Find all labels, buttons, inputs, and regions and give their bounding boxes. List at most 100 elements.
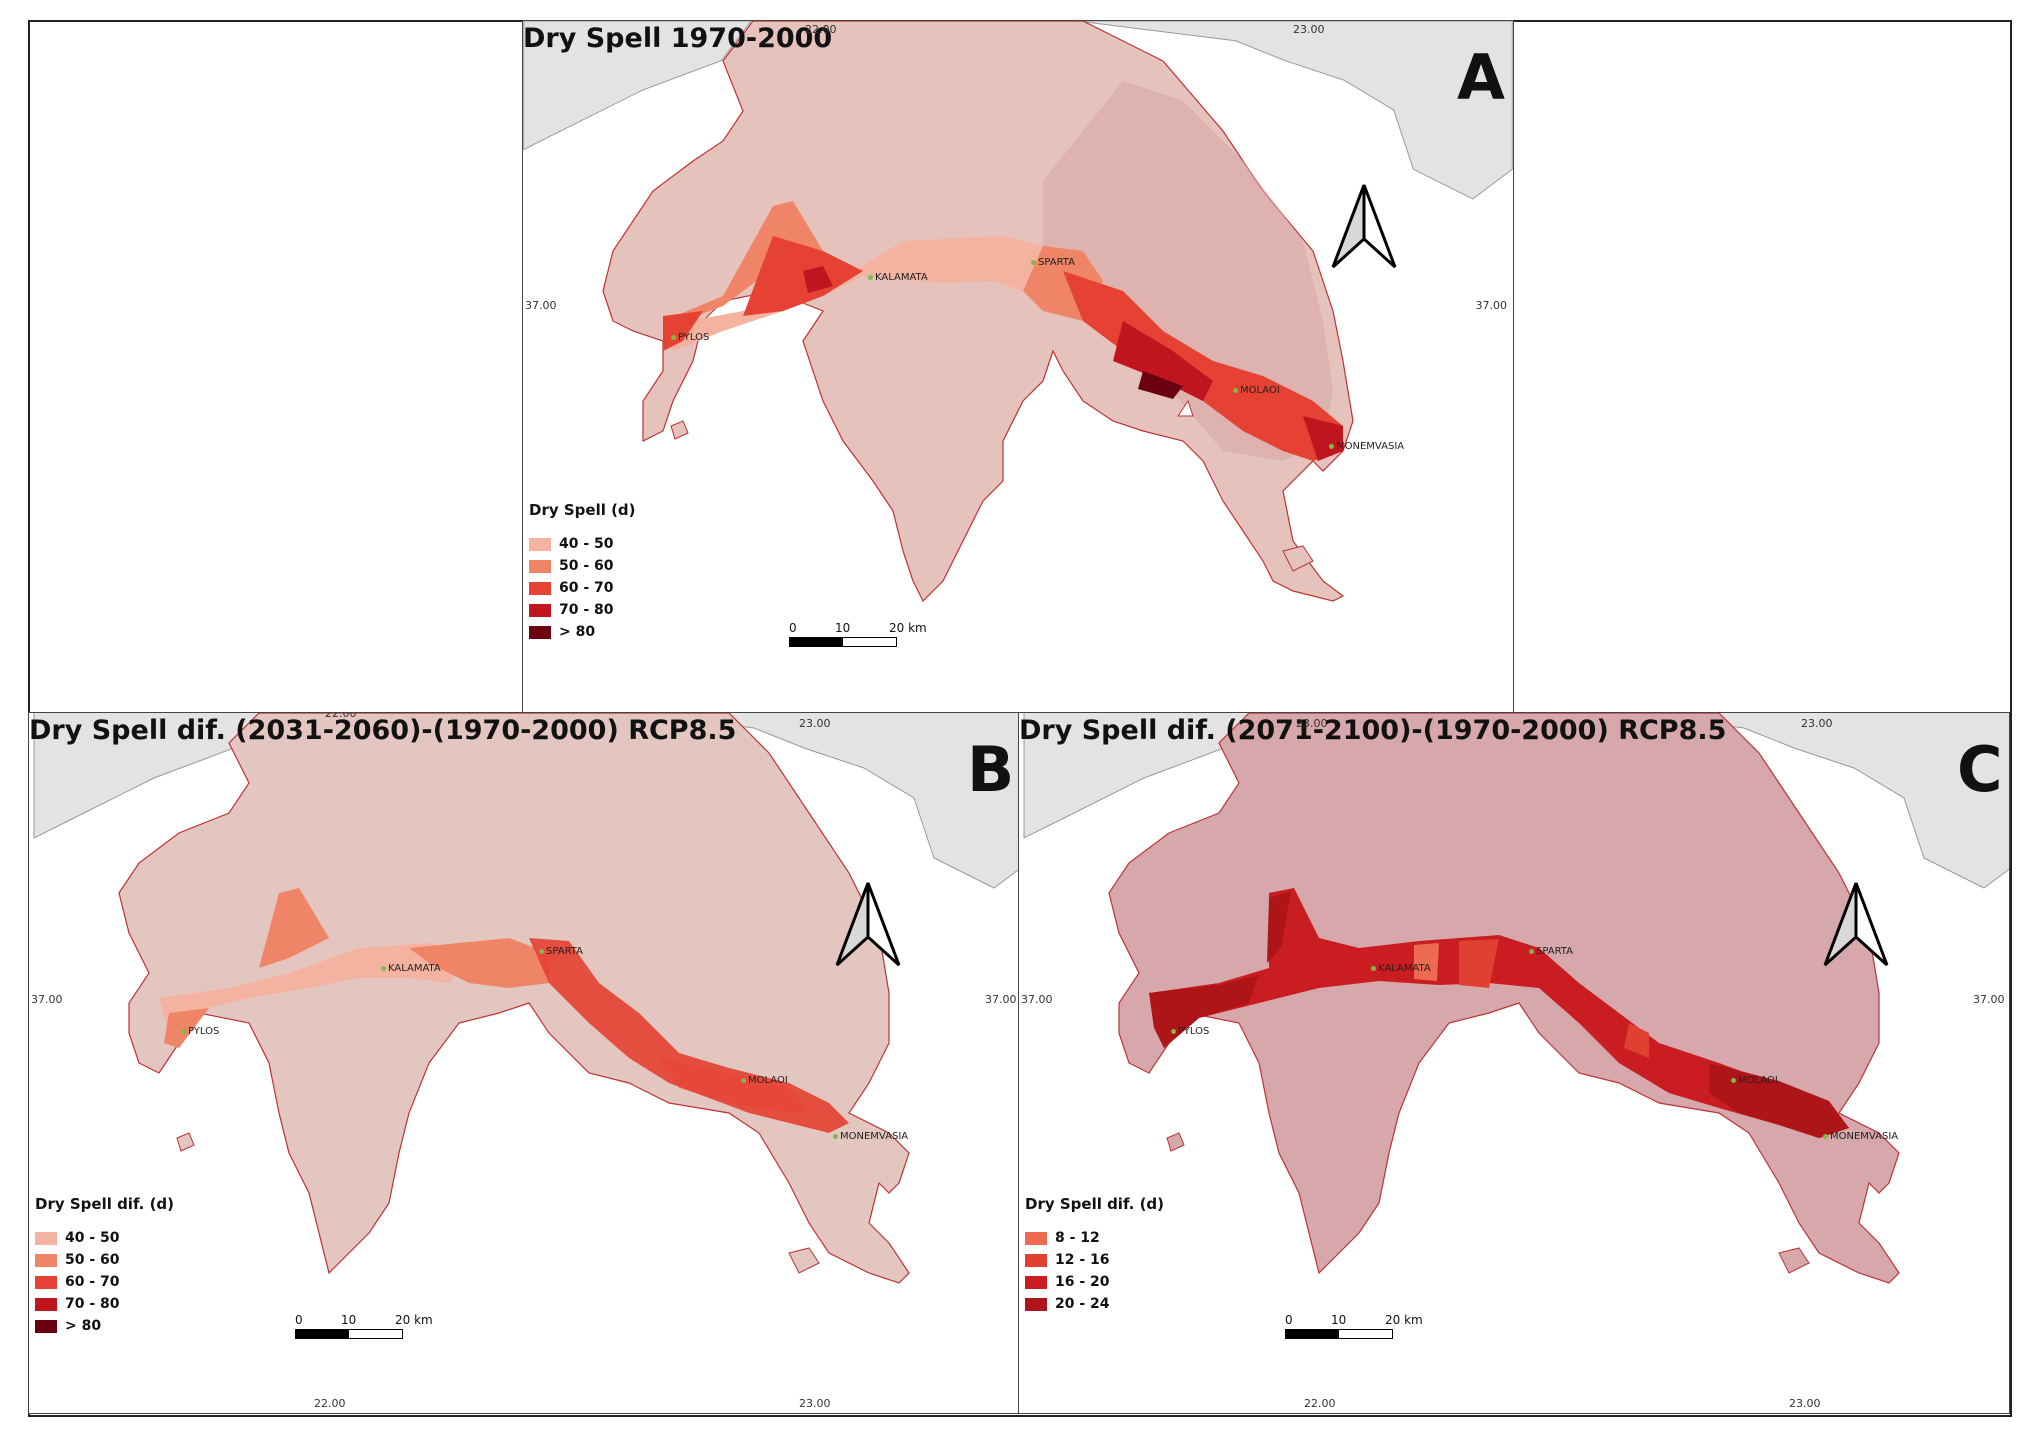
legend-c-item: 8 - 12 [1025, 1227, 1164, 1249]
legend-label: 50 - 60 [65, 1252, 120, 1268]
scale-a-10: 10 [835, 621, 851, 635]
city-molaoi-a: MOLAOI [1233, 385, 1280, 396]
scale-c-10: 10 [1331, 1313, 1347, 1327]
legend-label: 60 - 70 [65, 1274, 120, 1290]
legend-a-item: > 80 [529, 621, 636, 643]
legend-label: > 80 [559, 624, 596, 640]
legend-label: 70 - 80 [559, 602, 614, 618]
coord-b-top-right: 23.00 [799, 717, 831, 730]
legend-label: 8 - 12 [1055, 1230, 1100, 1246]
coord-b-left: 37.00 [31, 993, 63, 1006]
city-pylos-a: PYLOS [671, 332, 709, 343]
scale-b-0: 0 [295, 1313, 303, 1327]
panel-b-title: Dry Spell dif. (2031-2060)-(1970-2000) R… [29, 715, 737, 746]
north-arrow-icon [1331, 184, 1397, 269]
legend-swatch [1025, 1297, 1047, 1311]
legend-b: Dry Spell dif. (d) 40 - 50 50 - 60 60 - 70… [35, 1195, 174, 1337]
land-c [1108, 713, 1900, 1284]
legend-b-item: > 80 [35, 1315, 174, 1337]
city-sparta-c: SPARTA [1529, 946, 1573, 957]
legend-a-item: 50 - 60 [529, 555, 636, 577]
legend-label: 16 - 20 [1055, 1274, 1110, 1290]
coord-b-bottom-left: 22.00 [314, 1397, 346, 1410]
city-sparta-b: SPARTA [539, 946, 583, 957]
city-molaoi-b: MOLAOI [741, 1075, 788, 1086]
city-kalamata-c: KALAMATA [1371, 963, 1431, 974]
scale-bar-a: 0 10 20 km [789, 621, 929, 647]
panel-a-letter: A [1457, 41, 1505, 114]
coord-a-right: 37.00 [1475, 299, 1508, 312]
legend-swatch [35, 1253, 57, 1267]
legend-c-item: 20 - 24 [1025, 1293, 1164, 1315]
city-kalamata-b: KALAMATA [381, 963, 441, 974]
legend-label: 12 - 16 [1055, 1252, 1110, 1268]
legend-swatch [529, 559, 551, 573]
legend-c-item: 16 - 20 [1025, 1271, 1164, 1293]
legend-label: 40 - 50 [65, 1230, 120, 1246]
coord-c-bottom-left: 22.00 [1304, 1397, 1336, 1410]
legend-label: 20 - 24 [1055, 1296, 1110, 1312]
city-monemvasia-a: MONEMVASIA [1329, 441, 1404, 452]
north-arrow-icon [835, 882, 901, 967]
city-pylos-b: PYLOS [181, 1026, 219, 1037]
coord-c-top-left: 23.00 [1296, 717, 1328, 730]
legend-label: 40 - 50 [559, 536, 614, 552]
legend-swatch [529, 581, 551, 595]
scale-bar-c: 0 10 20 km [1285, 1313, 1425, 1339]
legend-a: Dry Spell (d) 40 - 50 50 - 60 60 - 70 70 - … [529, 501, 636, 643]
panel-b-letter: B [967, 733, 1015, 806]
legend-label: 60 - 70 [559, 580, 614, 596]
legend-swatch [35, 1297, 57, 1311]
city-monemvasia-c: MONEMVASIA [1823, 1131, 1898, 1142]
coord-c-top-right: 23.00 [1801, 717, 1833, 730]
legend-b-item: 50 - 60 [35, 1249, 174, 1271]
legend-label: > 80 [65, 1318, 102, 1334]
coord-c-bottom-right: 23.00 [1789, 1397, 1821, 1410]
scale-a-20: 20 km [889, 621, 927, 635]
legend-swatch [529, 603, 551, 617]
legend-c-title: Dry Spell dif. (d) [1025, 1195, 1165, 1213]
coord-a-left: 37.00 [525, 299, 557, 312]
legend-swatch [35, 1275, 57, 1289]
coord-a-top-left: 22.00 [805, 23, 837, 36]
legend-label: 70 - 80 [65, 1296, 120, 1312]
legend-c: Dry Spell dif. (d) 8 - 12 12 - 16 16 - 20 2… [1025, 1195, 1164, 1315]
legend-swatch [1025, 1275, 1047, 1289]
legend-a-item: 70 - 80 [529, 599, 636, 621]
coord-c-left: 37.00 [1021, 993, 1053, 1006]
scale-c-20: 20 km [1385, 1313, 1423, 1327]
map-a [523, 21, 1513, 713]
land-b [118, 713, 910, 1284]
city-sparta-a: SPARTA [1031, 257, 1075, 268]
north-arrow-icon [1823, 882, 1889, 967]
coord-a-top-right: 23.00 [1293, 23, 1325, 36]
legend-swatch [35, 1319, 57, 1333]
city-monemvasia-b: MONEMVASIA [833, 1131, 908, 1142]
legend-swatch [529, 537, 551, 551]
coord-b-top-left: 22.00 [325, 712, 357, 720]
city-pylos-c: PYLOS [1171, 1026, 1209, 1037]
legend-swatch [1025, 1253, 1047, 1267]
legend-swatch [1025, 1231, 1047, 1245]
legend-label: 50 - 60 [559, 558, 614, 574]
scale-a-0: 0 [789, 621, 797, 635]
legend-b-title: Dry Spell dif. (d) [35, 1195, 175, 1213]
legend-a-item: 60 - 70 [529, 577, 636, 599]
panel-b: Dry Spell dif. (2031-2060)-(1970-2000) R… [28, 712, 1020, 1414]
panel-c-letter: C [1957, 733, 2003, 806]
legend-b-item: 70 - 80 [35, 1293, 174, 1315]
scale-b-10: 10 [341, 1313, 357, 1327]
panel-c: Dry Spell dif. (2071-2100)-(1970-2000) R… [1018, 712, 2010, 1414]
coord-b-bottom-right: 23.00 [799, 1397, 831, 1410]
scale-b-20: 20 km [395, 1313, 433, 1327]
map-c [1019, 713, 2009, 1413]
panel-a-title: Dry Spell 1970-2000 [523, 23, 833, 54]
legend-c-item: 12 - 16 [1025, 1249, 1164, 1271]
legend-a-item: 40 - 50 [529, 533, 636, 555]
legend-swatch [529, 625, 551, 639]
city-kalamata-a: KALAMATA [868, 272, 928, 283]
legend-swatch [35, 1231, 57, 1245]
coord-c-right: 37.00 [1973, 993, 2005, 1006]
panel-c-title: Dry Spell dif. (2071-2100)-(1970-2000) R… [1019, 715, 1727, 746]
legend-b-item: 40 - 50 [35, 1227, 174, 1249]
